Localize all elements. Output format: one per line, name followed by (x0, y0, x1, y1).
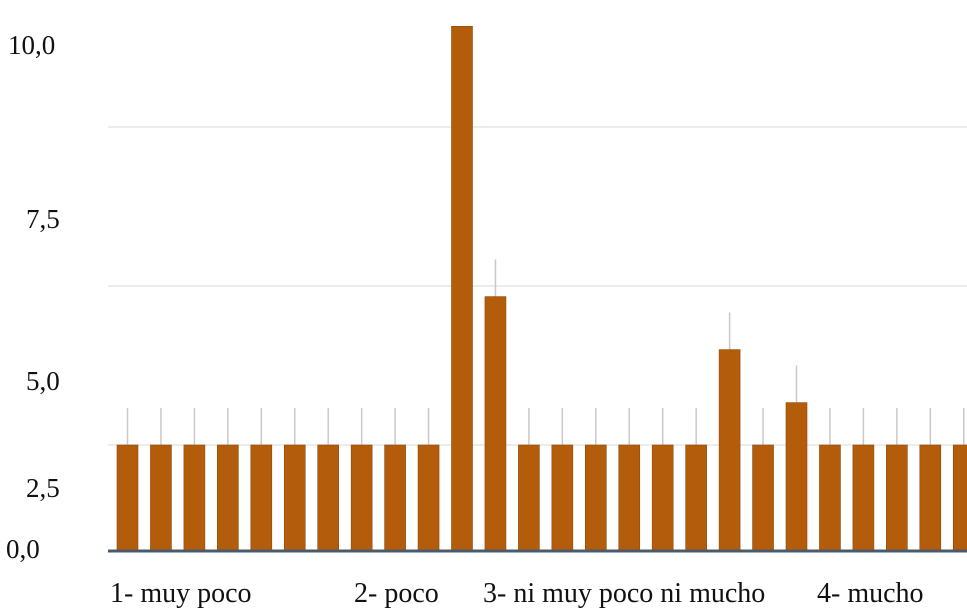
bar-26 (952, 444, 967, 552)
bar-20 (752, 444, 774, 552)
bar-7 (317, 444, 340, 552)
category-label-4: 4- mucho (817, 578, 924, 609)
bar-14 (551, 444, 574, 552)
category-label-3: 3- ni muy poco ni mucho (483, 578, 765, 609)
bar-13 (518, 444, 540, 552)
bar-19 (718, 349, 741, 552)
bar-23 (852, 444, 875, 552)
y-tick-label-3: 7,5 (26, 204, 60, 234)
bar-25 (919, 444, 942, 552)
bar-10 (417, 444, 440, 552)
bars-group (116, 25, 967, 552)
bar-16 (618, 444, 641, 552)
bar-24 (886, 444, 908, 552)
bar-9 (384, 444, 406, 552)
bar-22 (819, 444, 841, 552)
y-tick-label-2: 5,0 (26, 366, 60, 396)
bar-3 (183, 444, 206, 552)
bar-1 (116, 444, 139, 552)
bar-18 (685, 444, 707, 552)
bar-4 (217, 444, 239, 552)
bar-2 (150, 444, 172, 552)
bar-15 (584, 444, 607, 552)
bar-5 (250, 444, 273, 552)
category-label-2: 2- poco (354, 578, 439, 609)
bar-11 (451, 25, 473, 552)
grid-lines (108, 126, 967, 446)
bar-6 (283, 444, 306, 552)
y-tick-label-4: 10,0 (8, 30, 55, 60)
y-tick-label-0: 0,0 (6, 534, 40, 564)
bar-8 (350, 444, 373, 552)
bar-17 (651, 444, 674, 552)
y-tick-label-1: 2,5 (26, 473, 60, 503)
bar-12 (484, 296, 507, 552)
bar-21 (785, 402, 808, 552)
category-label-1: 1- muy poco (110, 578, 252, 609)
